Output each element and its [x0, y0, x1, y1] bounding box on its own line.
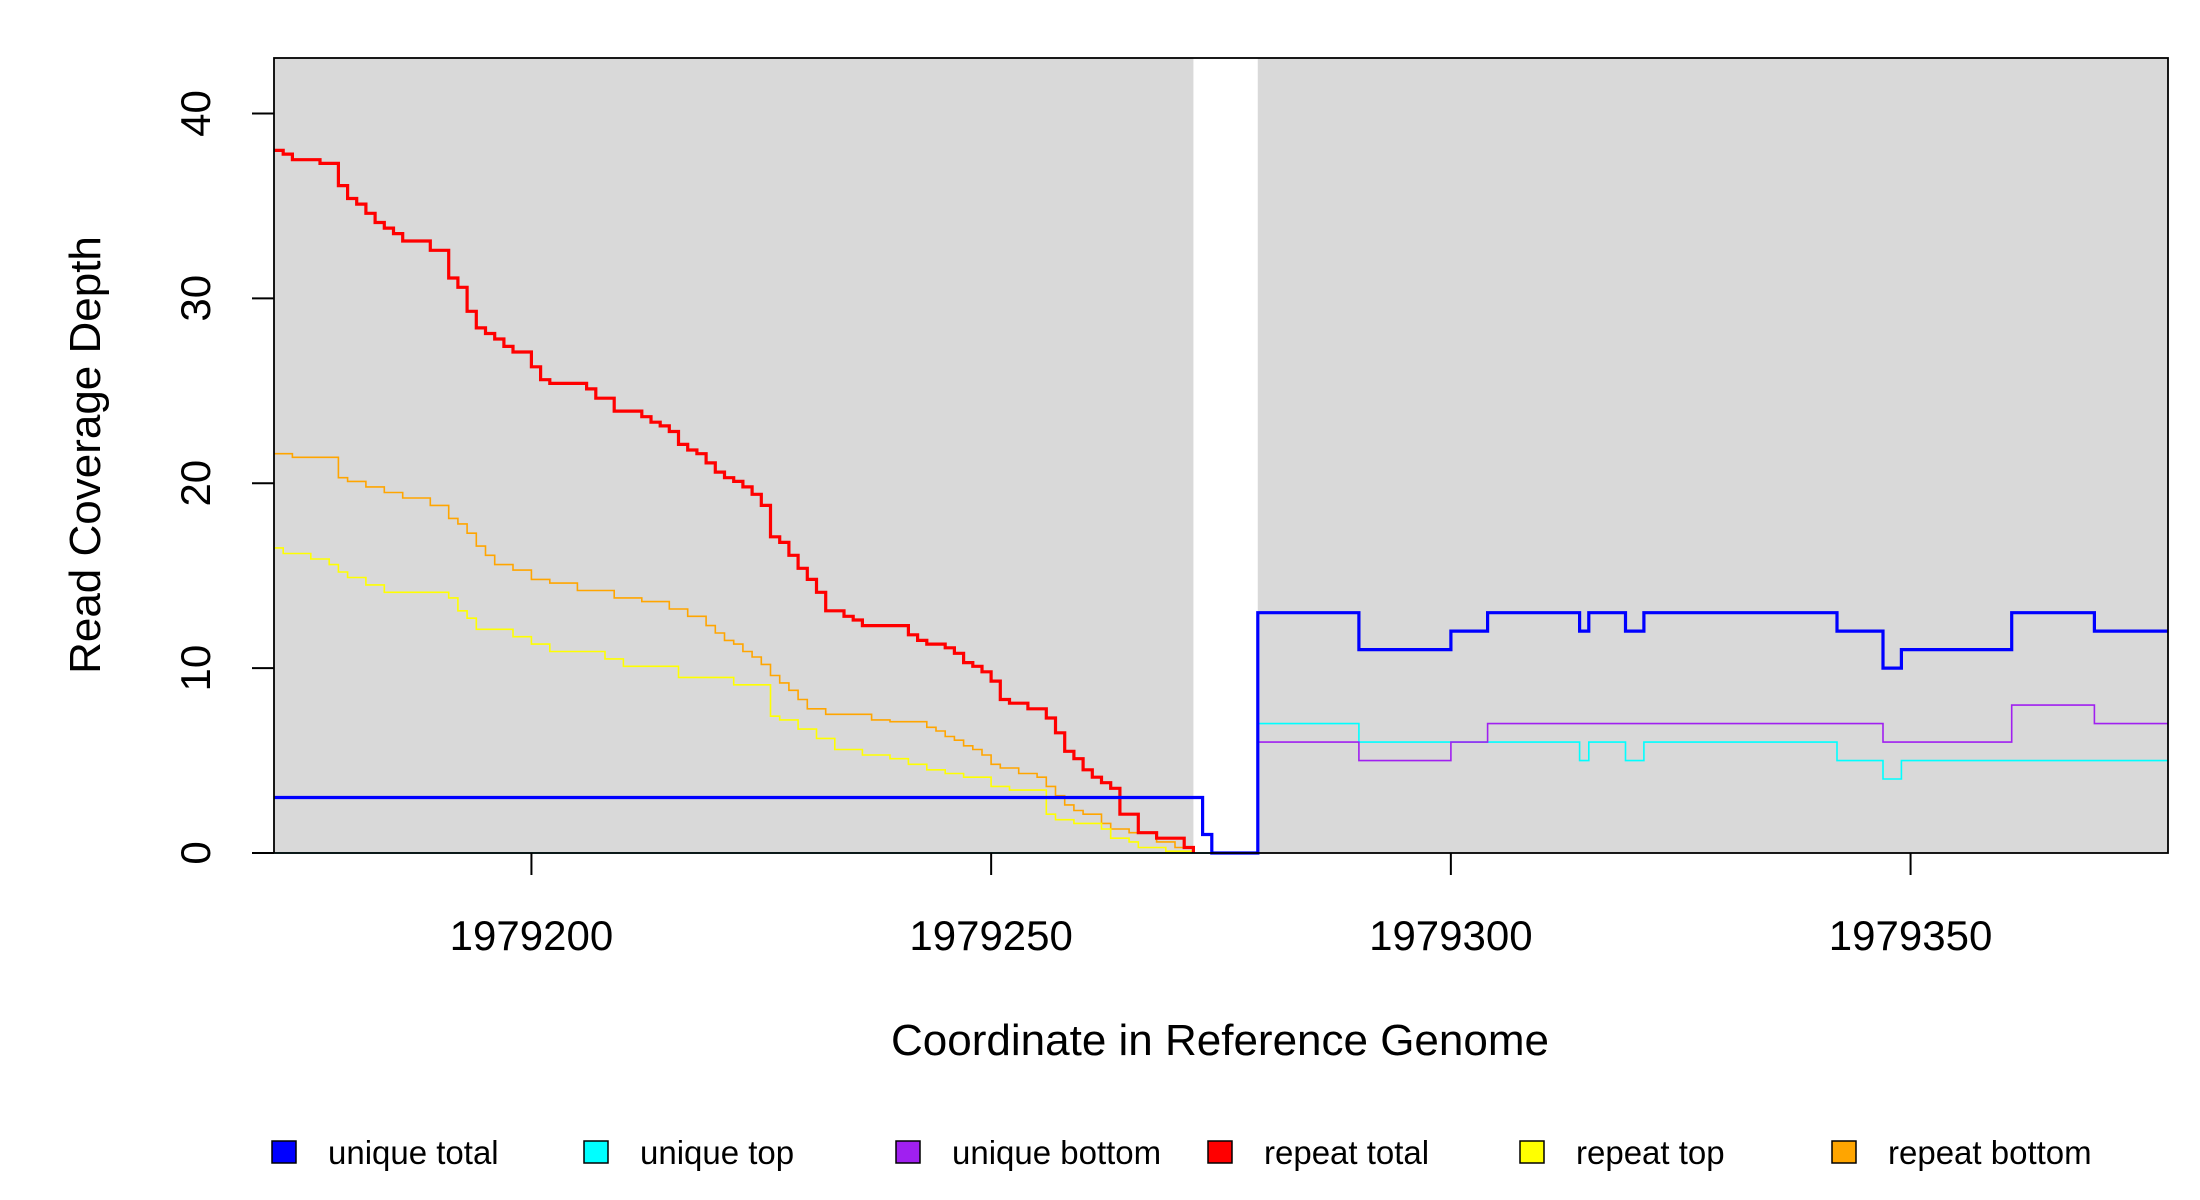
legend: unique total unique top unique bottom repea…	[271, 1134, 2092, 1171]
legend-label: unique bottom	[952, 1134, 1161, 1171]
legend-item-unique-top: unique top	[583, 1134, 794, 1171]
legend-label: repeat total	[1264, 1134, 1429, 1171]
y-tick-label-10: 10	[172, 645, 219, 692]
x-tick-label-1979300: 1979300	[1369, 912, 1533, 959]
shaded-region-2	[1257, 58, 2168, 853]
legend-item-repeat-top: repeat top	[1519, 1134, 1725, 1171]
plot-background	[274, 58, 2168, 853]
x-tick-label-1979200: 1979200	[450, 912, 614, 959]
legend-label: unique top	[640, 1134, 794, 1171]
series-repeat-top	[274, 547, 1195, 853]
y-tick-label-30: 30	[172, 275, 219, 322]
legend-swatch	[1831, 1140, 1857, 1164]
legend-item-unique-total: unique total	[271, 1134, 499, 1171]
legend-item-unique-bottom: unique bottom	[895, 1134, 1161, 1171]
series-repeat-bottom	[274, 452, 1195, 853]
legend-swatch	[1519, 1140, 1545, 1164]
legend-swatch	[895, 1140, 921, 1164]
legend-label: repeat bottom	[1888, 1134, 2092, 1171]
plot-frame	[273, 57, 2169, 854]
legend-item-repeat-total: repeat total	[1207, 1134, 1429, 1171]
axes-layer: 0 10 20 30 40 1979200 1979250 1979300 1979350	[172, 57, 2169, 959]
y-tick-label-20: 20	[172, 460, 219, 507]
x-tick-label-1979250: 1979250	[909, 912, 1073, 959]
legend-label: repeat top	[1576, 1134, 1725, 1171]
x-axis-title: Coordinate in Reference Genome	[891, 1016, 1549, 1065]
series-layer	[274, 148, 2168, 855]
legend-swatch	[271, 1140, 297, 1164]
legend-swatch	[583, 1140, 609, 1164]
shaded-region-1	[274, 58, 1194, 853]
x-tick-label-1979350: 1979350	[1829, 912, 1993, 959]
legend-label: unique total	[328, 1134, 499, 1171]
y-tick-label-40: 40	[172, 90, 219, 137]
legend-swatch	[1207, 1140, 1233, 1164]
series-repeat-total	[274, 148, 1195, 853]
legend-item-repeat-bottom: repeat bottom	[1831, 1134, 2092, 1171]
y-tick-label-0: 0	[172, 841, 219, 864]
series-unique-top	[274, 722, 2168, 854]
y-axis-title: Read Coverage Depth	[61, 236, 110, 674]
